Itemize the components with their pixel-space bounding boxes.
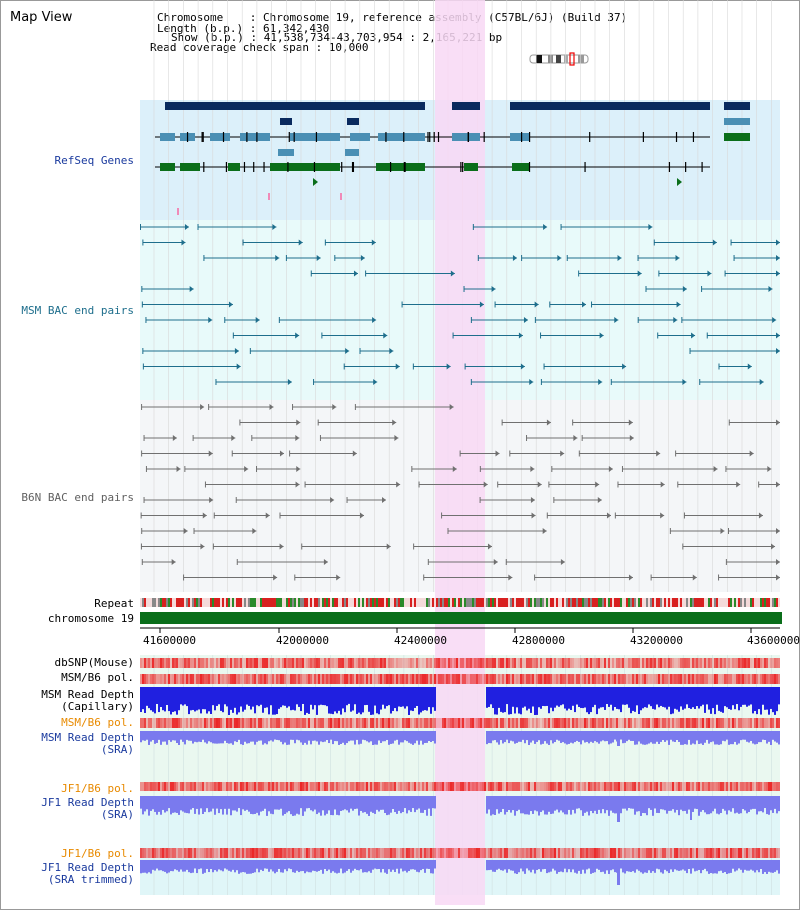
- jf1-b6-pol-2-label: JF1/B6 pol.: [61, 847, 134, 860]
- jf1-b6-pol-label: JF1/B6 pol.: [61, 782, 134, 795]
- coverage-span-info: Read coverage check span : 10,000: [150, 41, 369, 54]
- jf1-read-depth-sra-label: JF1 Read Depth: [41, 796, 134, 809]
- axis-tick: 42000000: [276, 634, 329, 647]
- axis-tick: 43600000: [747, 634, 800, 647]
- gene-exon: [240, 133, 270, 141]
- msm-read-depth-sra-sub: (SRA): [100, 743, 134, 756]
- gene-exon: [160, 133, 175, 141]
- jf1-read-depth-trim-sub: (SRA trimmed): [47, 873, 134, 886]
- gene-marker: [340, 193, 342, 200]
- gene-exon: [724, 133, 750, 141]
- gene-block: [347, 118, 359, 125]
- gene-exon: [452, 133, 480, 141]
- chromosome-bar: [140, 612, 782, 624]
- gene-arrow: [677, 178, 682, 186]
- gene-exon: [378, 133, 425, 141]
- refseq-genes-label[interactable]: RefSeq Genes: [54, 154, 134, 167]
- gene-block: [452, 102, 480, 110]
- axis-tick: 42800000: [512, 634, 565, 647]
- gene-exon: [180, 163, 200, 171]
- chromosome-label: chromosome 19: [47, 612, 134, 625]
- map-title: Map View: [10, 10, 73, 25]
- gene-exon: [210, 133, 230, 141]
- gene-exon: [464, 163, 478, 171]
- msm-b6-pol-label: MSM/B6 pol.: [61, 671, 134, 684]
- dbsnp-label: dbSNP(Mouse): [54, 656, 134, 669]
- b6n-bac-label[interactable]: B6N BAC end pairs: [21, 491, 134, 504]
- gene-exon: [512, 163, 530, 171]
- msm-b6-pol-2-label: MSM/B6 pol.: [61, 716, 134, 729]
- jf1-read-depth-trim-label: JF1 Read Depth: [41, 861, 134, 874]
- gene-block: [278, 149, 294, 156]
- gene-arrow: [313, 178, 318, 186]
- gene-exon: [376, 163, 425, 171]
- gene-block: [280, 118, 292, 125]
- axis-tick: 42400000: [394, 634, 447, 647]
- axis-tick: 43200000: [630, 634, 683, 647]
- msm-read-depth-sra-label: MSM Read Depth: [41, 731, 134, 744]
- repeat-label: Repeat: [94, 597, 134, 610]
- gene-block: [724, 102, 750, 110]
- gene-block: [345, 149, 359, 156]
- msm-read-depth-capillary-label: MSM Read Depth: [41, 688, 134, 701]
- jf1-read-depth-sra-sub: (SRA): [100, 808, 134, 821]
- gene-block: [165, 102, 425, 110]
- msm-bac-label[interactable]: MSM BAC end pairs: [21, 304, 134, 317]
- chromosome-ideogram[interactable]: [528, 52, 592, 66]
- gene-exon: [510, 133, 530, 141]
- msm-read-depth-capillary-sub: (Capillary): [61, 700, 134, 713]
- gene-block: [724, 118, 750, 125]
- gene-exon: [270, 163, 340, 171]
- gene-marker: [268, 193, 270, 200]
- gene-exon: [160, 163, 175, 171]
- axis-tick: 41600000: [143, 634, 196, 647]
- gene-marker: [177, 208, 179, 215]
- gene-exon: [350, 133, 370, 141]
- gene-exon: [228, 163, 240, 171]
- gene-exon: [290, 133, 340, 141]
- gene-block: [510, 102, 710, 110]
- length-info: Length (b.p.) : 61,342,430: [157, 22, 330, 35]
